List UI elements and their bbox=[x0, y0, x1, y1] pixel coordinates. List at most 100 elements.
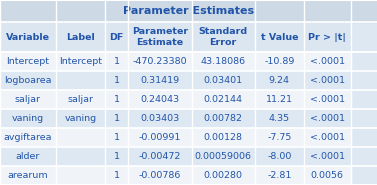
Text: -8.00: -8.00 bbox=[267, 152, 291, 161]
Text: 1: 1 bbox=[113, 57, 120, 66]
Text: Parameter
Estimate: Parameter Estimate bbox=[132, 27, 188, 47]
Bar bbox=[0, 90, 56, 109]
Text: saljar: saljar bbox=[67, 95, 93, 104]
Bar bbox=[192, 128, 255, 147]
Text: 1: 1 bbox=[113, 95, 120, 104]
Text: 0.31419: 0.31419 bbox=[140, 76, 179, 85]
Text: <.0001: <.0001 bbox=[310, 57, 345, 66]
Text: -10.89: -10.89 bbox=[264, 57, 294, 66]
Bar bbox=[0, 52, 56, 71]
Bar bbox=[304, 109, 351, 128]
Text: t Value: t Value bbox=[261, 33, 298, 41]
Text: avgiftarea: avgiftarea bbox=[4, 133, 52, 142]
Bar bbox=[56, 71, 105, 90]
Bar bbox=[192, 90, 255, 109]
Bar bbox=[0, 128, 56, 147]
Bar bbox=[192, 52, 255, 71]
Text: 4.35: 4.35 bbox=[269, 114, 290, 123]
Text: 1: 1 bbox=[113, 76, 120, 85]
Bar bbox=[255, 166, 304, 185]
Text: Label: Label bbox=[66, 33, 95, 41]
Bar bbox=[105, 128, 128, 147]
Text: 0.24043: 0.24043 bbox=[140, 95, 179, 104]
Text: 0.00280: 0.00280 bbox=[204, 171, 243, 180]
Text: 0.00782: 0.00782 bbox=[204, 114, 243, 123]
Text: 1: 1 bbox=[113, 114, 120, 123]
Bar bbox=[304, 52, 351, 71]
Bar bbox=[304, 147, 351, 166]
Text: -470.23380: -470.23380 bbox=[133, 57, 187, 66]
Bar bbox=[0, 71, 56, 90]
Bar bbox=[105, 109, 128, 128]
Bar bbox=[105, 147, 128, 166]
Bar bbox=[105, 22, 128, 52]
Bar bbox=[128, 22, 192, 52]
Text: 0.02144: 0.02144 bbox=[204, 95, 243, 104]
Bar bbox=[192, 71, 255, 90]
Bar bbox=[304, 90, 351, 109]
Bar bbox=[255, 52, 304, 71]
Bar bbox=[192, 166, 255, 185]
Bar bbox=[105, 52, 128, 71]
Bar bbox=[304, 22, 351, 52]
Bar bbox=[56, 128, 105, 147]
Text: Standard
Error: Standard Error bbox=[199, 27, 248, 47]
Bar bbox=[56, 147, 105, 166]
Text: alder: alder bbox=[16, 152, 40, 161]
Bar bbox=[56, 166, 105, 185]
Bar bbox=[192, 22, 255, 52]
Bar bbox=[255, 71, 304, 90]
Text: -7.75: -7.75 bbox=[267, 133, 291, 142]
Text: 1: 1 bbox=[113, 152, 120, 161]
Bar bbox=[0, 147, 56, 166]
Bar bbox=[0, 22, 56, 52]
Bar bbox=[128, 71, 192, 90]
Bar bbox=[304, 71, 351, 90]
Text: vaning: vaning bbox=[64, 114, 97, 123]
Bar bbox=[255, 147, 304, 166]
Text: <.0001: <.0001 bbox=[310, 133, 345, 142]
Text: 1: 1 bbox=[113, 133, 120, 142]
Text: -0.00786: -0.00786 bbox=[139, 171, 181, 180]
Bar bbox=[105, 71, 128, 90]
Bar bbox=[255, 22, 304, 52]
Text: logboarea: logboarea bbox=[4, 76, 52, 85]
Bar bbox=[128, 52, 192, 71]
Bar bbox=[0, 109, 56, 128]
Text: Variable: Variable bbox=[6, 33, 50, 41]
Bar bbox=[255, 90, 304, 109]
Bar bbox=[0, 0, 377, 22]
Bar bbox=[56, 109, 105, 128]
Text: -2.81: -2.81 bbox=[267, 171, 291, 180]
Bar bbox=[128, 166, 192, 185]
Bar bbox=[128, 90, 192, 109]
Text: <.0001: <.0001 bbox=[310, 76, 345, 85]
Bar bbox=[0, 166, 56, 185]
Text: Parameter Estimates: Parameter Estimates bbox=[123, 6, 254, 16]
Bar bbox=[255, 109, 304, 128]
Text: <.0001: <.0001 bbox=[310, 114, 345, 123]
Text: <.0001: <.0001 bbox=[310, 152, 345, 161]
Text: 0.0056: 0.0056 bbox=[311, 171, 344, 180]
Bar bbox=[304, 166, 351, 185]
Bar bbox=[128, 147, 192, 166]
Text: 0.00128: 0.00128 bbox=[204, 133, 243, 142]
Text: Intercept: Intercept bbox=[59, 57, 102, 66]
Text: 1: 1 bbox=[113, 171, 120, 180]
Bar bbox=[255, 128, 304, 147]
Text: 0.00059006: 0.00059006 bbox=[195, 152, 252, 161]
Text: <.0001: <.0001 bbox=[310, 95, 345, 104]
Text: DF: DF bbox=[109, 33, 124, 41]
Bar bbox=[56, 90, 105, 109]
Text: 11.21: 11.21 bbox=[266, 95, 293, 104]
Text: -0.00991: -0.00991 bbox=[139, 133, 181, 142]
Text: Pr > |t|: Pr > |t| bbox=[308, 33, 346, 41]
Bar bbox=[304, 128, 351, 147]
Bar bbox=[56, 52, 105, 71]
Text: 9.24: 9.24 bbox=[269, 76, 290, 85]
Text: 0.03403: 0.03403 bbox=[140, 114, 179, 123]
Bar bbox=[56, 22, 105, 52]
Bar bbox=[128, 109, 192, 128]
Bar bbox=[192, 147, 255, 166]
Text: saljar: saljar bbox=[15, 95, 41, 104]
